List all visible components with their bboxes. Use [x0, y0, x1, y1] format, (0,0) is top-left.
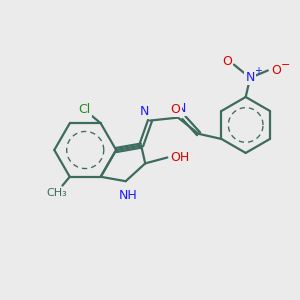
Text: N: N [140, 105, 149, 118]
Text: Cl: Cl [78, 103, 91, 116]
Text: O: O [272, 64, 281, 77]
Text: OH: OH [170, 151, 189, 164]
Text: O: O [171, 103, 181, 116]
Text: +: + [254, 66, 262, 76]
Text: −: − [281, 60, 290, 70]
Text: N: N [177, 102, 186, 115]
Text: NH: NH [119, 189, 137, 203]
Text: O: O [223, 55, 232, 68]
Text: CH₃: CH₃ [46, 188, 67, 198]
Text: N: N [245, 71, 255, 84]
